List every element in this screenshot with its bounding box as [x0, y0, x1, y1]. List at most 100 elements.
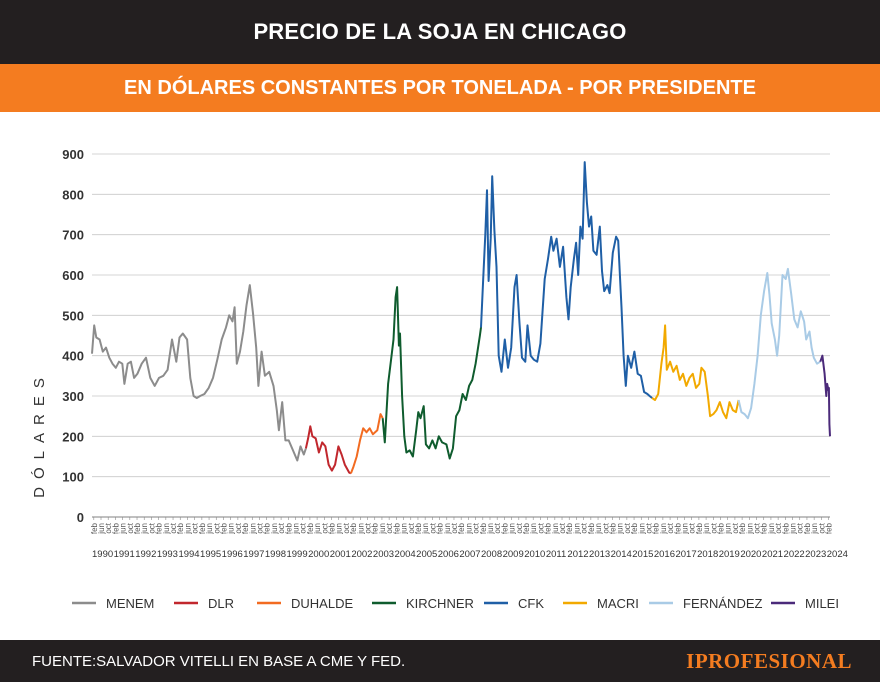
x-month-tick-label: jun [637, 523, 646, 535]
x-month-tick-label: feb [630, 522, 639, 534]
y-tick-label: 0 [77, 510, 84, 525]
x-month-tick-label: feb [155, 522, 164, 534]
x-month-tick-label: feb [608, 522, 617, 534]
series-line-menem [91, 284, 307, 462]
x-month-tick-label: jun [356, 523, 365, 535]
x-month-tick-label: jun [140, 523, 149, 535]
x-month-tick-label: jun [486, 523, 495, 535]
x-year-label: 1992 [135, 549, 156, 560]
x-year-label: 1993 [157, 549, 178, 560]
x-month-tick-label: jun [810, 523, 819, 535]
x-month-tick-label: oct [407, 522, 416, 533]
x-month-tick-label: jun [551, 523, 560, 535]
x-month-tick-label: feb [414, 522, 423, 534]
y-tick-label: 700 [62, 228, 84, 243]
x-month-tick-label: oct [428, 522, 437, 533]
x-year-label: 2002 [351, 549, 372, 560]
x-month-tick-label: feb [263, 522, 272, 534]
x-month-tick-label: jun [248, 523, 257, 535]
x-month-tick-label: feb [328, 522, 337, 534]
x-year-label: 2001 [330, 549, 351, 560]
x-month-tick-label: oct [385, 522, 394, 533]
x-month-tick-label: oct [191, 522, 200, 533]
x-month-tick-label: feb [522, 522, 531, 534]
x-month-tick-label: feb [479, 522, 488, 534]
x-month-tick-label: oct [558, 522, 567, 533]
x-year-label: 2010 [524, 549, 545, 560]
x-month-tick-label: oct [493, 522, 502, 533]
x-month-tick-label: oct [234, 522, 243, 533]
x-month-tick-label: jun [789, 523, 798, 535]
x-month-tick-label: jun [443, 523, 452, 535]
chart-title: PRECIO DE LA SOJA EN CHICAGO [253, 19, 627, 44]
x-month-tick-label: jun [119, 523, 128, 535]
x-year-label: 2007 [459, 549, 480, 560]
x-month-tick-label: jun [594, 523, 603, 535]
x-month-tick-label: oct [255, 522, 264, 533]
x-month-tick-label: feb [436, 522, 445, 534]
series-line-fernández [737, 267, 821, 420]
x-month-tick-label: feb [371, 522, 380, 534]
x-month-tick-label: oct [731, 522, 740, 533]
chart-subtitle-bar: EN DÓLARES CONSTANTES POR TONELADA - POR… [0, 64, 880, 112]
x-year-label: 2015 [632, 549, 653, 560]
x-year-label: 2008 [481, 549, 502, 560]
x-year-label: 2019 [719, 549, 740, 560]
x-month-tick-label: feb [717, 522, 726, 534]
y-tick-label: 800 [62, 187, 84, 202]
x-month-tick-label: jun [97, 523, 106, 535]
x-month-tick-label: feb [544, 522, 553, 534]
legend-label: FERNÁNDEZ [683, 596, 763, 611]
x-year-label: 2000 [308, 549, 329, 560]
series-line-duhalde [349, 413, 384, 474]
x-month-tick-label: feb [652, 522, 661, 534]
x-year-label: 1991 [114, 549, 135, 560]
x-year-label: 1994 [178, 549, 199, 560]
x-month-tick-label: oct [364, 522, 373, 533]
series-line-kirchner [381, 286, 482, 460]
x-month-tick-label: feb [133, 522, 142, 534]
x-month-tick-label: feb [825, 522, 834, 534]
footer-bar: FUENTE:SALVADOR VITELLI EN BASE A CME Y … [0, 640, 880, 682]
y-tick-label: 600 [62, 268, 84, 283]
x-month-tick-label: jun [205, 523, 214, 535]
y-tick-label: 400 [62, 349, 84, 364]
y-tick-label: 200 [62, 429, 84, 444]
x-year-label: 2013 [589, 549, 610, 560]
x-year-label: 1995 [200, 549, 221, 560]
x-month-tick-label: feb [306, 522, 315, 534]
x-year-label: 1990 [92, 549, 113, 560]
x-month-tick-label: oct [623, 522, 632, 533]
x-month-tick-label: feb [349, 522, 358, 534]
x-month-tick-label: jun [270, 523, 279, 535]
x-year-label: 2014 [611, 549, 632, 560]
x-year-label: 1998 [265, 549, 286, 560]
x-month-tick-label: feb [176, 522, 185, 534]
series-line-cfk [480, 161, 653, 399]
gridlines [92, 153, 830, 518]
x-month-tick-label: jun [464, 523, 473, 535]
x-month-tick-label: feb [781, 522, 790, 534]
x-month-tick-label: jun [529, 523, 538, 535]
x-month-tick-label: jun [291, 523, 300, 535]
legend-label: DLR [208, 596, 234, 611]
x-month-tick-label: feb [565, 522, 574, 534]
x-year-label: 2023 [805, 549, 826, 560]
x-month-tick-label: oct [320, 522, 329, 533]
x-year-label: 2003 [373, 549, 394, 560]
y-tick-label: 300 [62, 389, 84, 404]
x-year-label: 2018 [697, 549, 718, 560]
x-year-label: 2004 [395, 549, 416, 560]
x-year-label: 1997 [243, 549, 264, 560]
x-month-tick-label: feb [392, 522, 401, 534]
x-month-tick-label: oct [753, 522, 762, 533]
y-axis-ticks: 0 100 200 300 400 500 600 700 800 900 [62, 147, 84, 525]
x-month-tick-label: feb [803, 522, 812, 534]
legend-label: MILEI [805, 596, 839, 611]
x-month-tick-label: feb [695, 522, 704, 534]
x-month-tick-label: oct [104, 522, 113, 533]
x-month-tick-label: feb [760, 522, 769, 534]
legend-label: MACRI [597, 596, 639, 611]
x-month-tick-label: oct [515, 522, 524, 533]
